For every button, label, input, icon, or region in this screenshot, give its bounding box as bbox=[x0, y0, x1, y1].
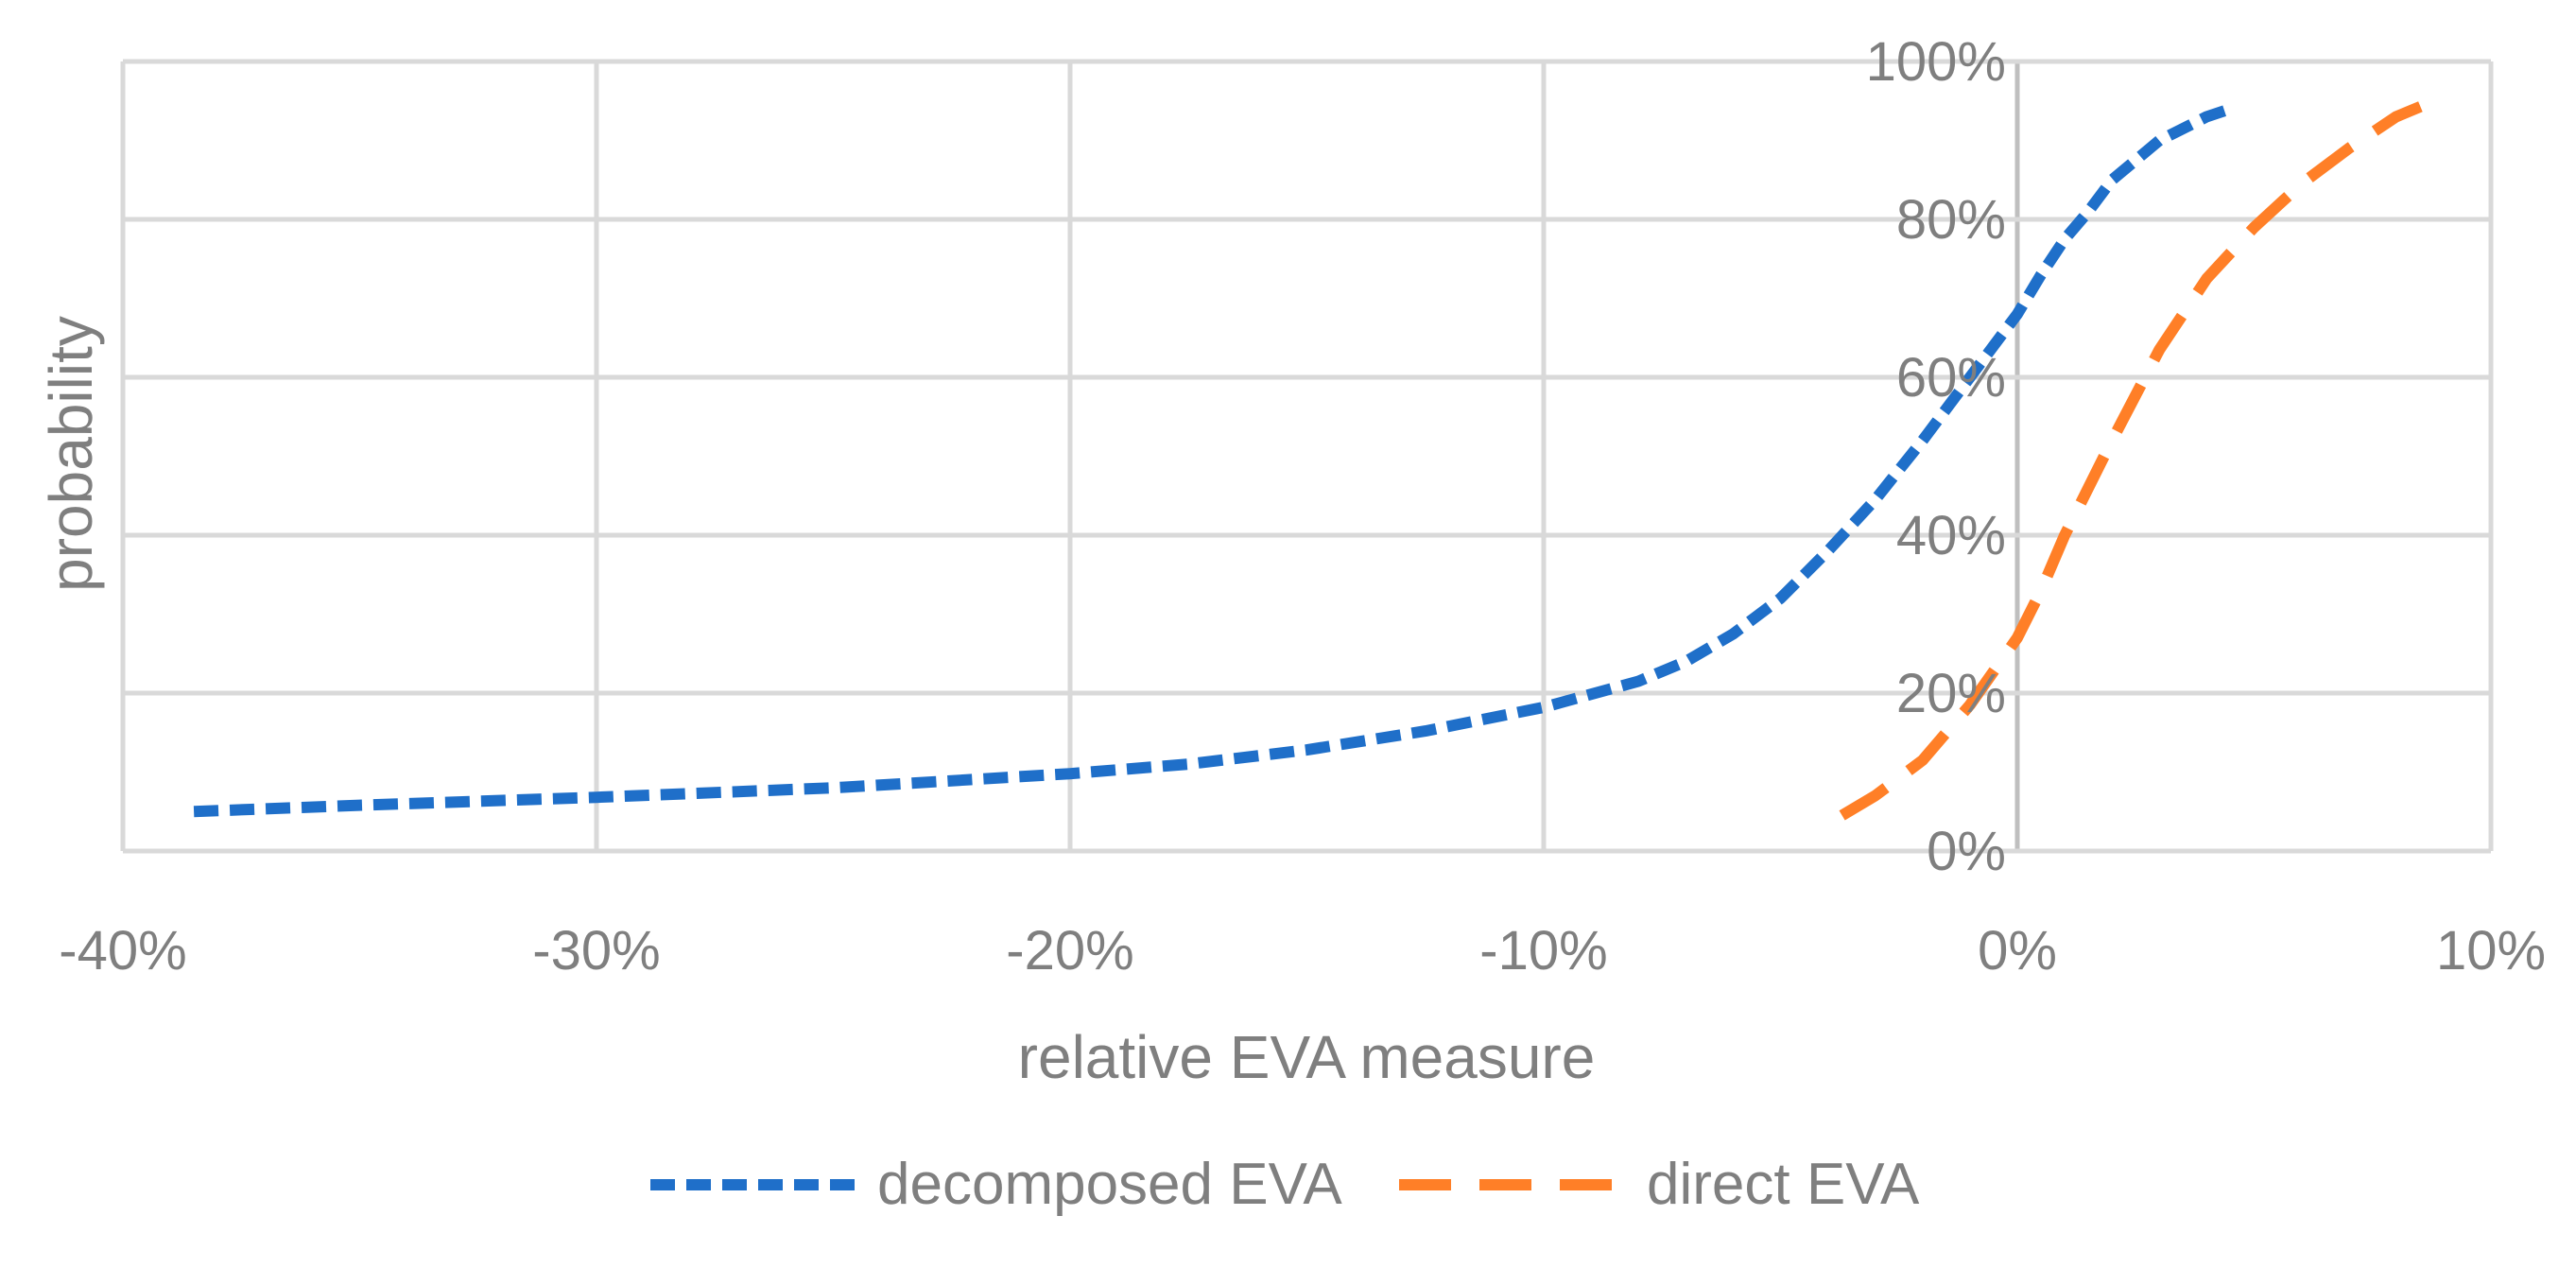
x-tick-label: -30% bbox=[532, 920, 660, 981]
y-tick-label: 100% bbox=[1866, 31, 2006, 93]
tick-labels: -40% -30% -20% -10% 0% 10% 0% 20% 40% 60% 80% 100% bbox=[59, 31, 2546, 981]
y-axis-title: probability bbox=[37, 316, 105, 592]
x-tick-label: -40% bbox=[59, 920, 186, 981]
legend-label: decomposed EVA bbox=[877, 1152, 1342, 1217]
y-tick-label: 40% bbox=[1896, 505, 2006, 566]
series-line-decomposed-eva bbox=[193, 103, 2233, 818]
x-tick-label: -20% bbox=[1006, 920, 1133, 981]
y-tick-label: 60% bbox=[1896, 347, 2006, 408]
series-layer bbox=[193, 92, 2446, 821]
legend: decomposed EVA direct EVA bbox=[650, 1152, 1920, 1217]
y-tick-label: 80% bbox=[1896, 189, 2006, 251]
x-axis-title: relative EVA measure bbox=[1018, 1023, 1596, 1091]
series-line-direct-eva bbox=[1839, 92, 2446, 821]
grid bbox=[120, 59, 2494, 854]
y-tick-label: 20% bbox=[1896, 663, 2006, 724]
legend-label: direct EVA bbox=[1647, 1152, 1920, 1217]
x-tick-label: 10% bbox=[2436, 920, 2546, 981]
x-tick-label: 0% bbox=[1978, 920, 2057, 981]
x-tick-label: -10% bbox=[1479, 920, 1607, 981]
y-tick-label: 0% bbox=[1927, 821, 2006, 882]
